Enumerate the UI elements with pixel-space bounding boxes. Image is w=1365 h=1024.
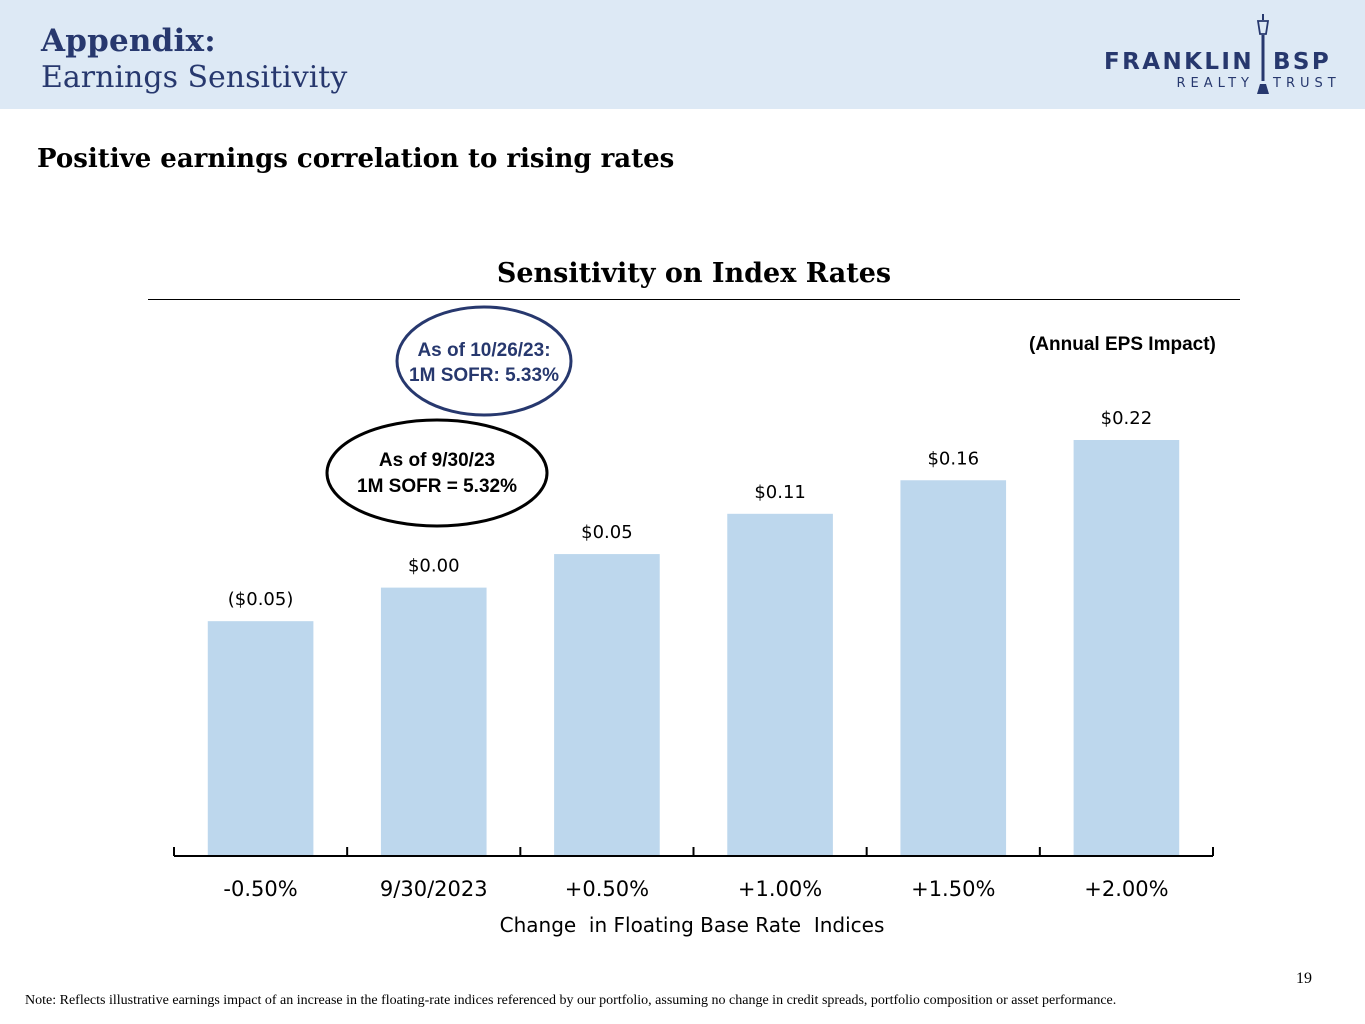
logo-bsp-text: BSP bbox=[1273, 49, 1331, 75]
chart-title-rule bbox=[148, 299, 1240, 300]
logo-trust-text: TRUST bbox=[1272, 76, 1341, 91]
page-subtitle: Earnings Sensitivity bbox=[41, 60, 348, 95]
x-axis-title: Change in Floating Base Rate Indices bbox=[500, 913, 885, 937]
header-band bbox=[0, 0, 1365, 109]
callout-current-line2: 1M SOFR: 5.33% bbox=[409, 365, 559, 386]
bar-1 bbox=[380, 587, 487, 856]
data-label-3: $0.11 bbox=[754, 482, 806, 503]
headline: Positive earnings correlation to rising … bbox=[37, 144, 675, 174]
bar-5 bbox=[1073, 440, 1180, 856]
bar-0 bbox=[207, 621, 314, 856]
logo-franklin-text: FRANKLIN bbox=[1104, 49, 1254, 75]
eps-impact-label: (Annual EPS Impact) bbox=[1029, 334, 1216, 355]
page-title: Appendix: bbox=[41, 23, 216, 59]
x-tick-label-0: -0.50% bbox=[223, 877, 297, 901]
x-tick-label-2: +0.50% bbox=[565, 877, 649, 901]
bar-4 bbox=[900, 480, 1007, 856]
data-label-4: $0.16 bbox=[927, 448, 979, 469]
bar-2 bbox=[554, 554, 660, 856]
x-tick-label-3: +1.00% bbox=[738, 877, 822, 901]
data-label-2: $0.05 bbox=[581, 522, 633, 543]
franklin-bsp-logo: FRANKLIN BSP REALTY TRUST bbox=[1104, 14, 1341, 94]
footnote: Note: Reflects illustrative earnings imp… bbox=[25, 993, 1117, 1008]
callout-quarter-end-sofr: As of 9/30/23 1M SOFR = 5.32% bbox=[325, 418, 549, 528]
callout-current-line1: As of 10/26/23: bbox=[417, 340, 550, 361]
callout-current-ellipse bbox=[395, 305, 573, 417]
callout-quarter-end-ellipse bbox=[325, 418, 549, 528]
data-label-0: ($0.05) bbox=[228, 589, 294, 610]
lamppost-icon bbox=[1256, 14, 1270, 94]
data-label-1: $0.00 bbox=[408, 556, 460, 577]
x-tick-label-1: 9/30/2023 bbox=[380, 877, 488, 901]
data-label-5: $0.22 bbox=[1101, 408, 1153, 429]
callout-quarter-end-line2: 1M SOFR = 5.32% bbox=[357, 476, 517, 497]
callout-current-sofr: As of 10/26/23: 1M SOFR: 5.33% bbox=[395, 305, 573, 417]
page-number: 19 bbox=[1296, 970, 1312, 987]
x-tick-label-5: +2.00% bbox=[1084, 877, 1168, 901]
callout-quarter-end-line1: As of 9/30/23 bbox=[379, 450, 495, 471]
chart-title: Sensitivity on Index Rates bbox=[496, 258, 892, 289]
logo-realty-text: REALTY bbox=[1177, 76, 1254, 91]
bar-3 bbox=[727, 513, 833, 856]
x-tick-label-4: +1.50% bbox=[911, 877, 995, 901]
